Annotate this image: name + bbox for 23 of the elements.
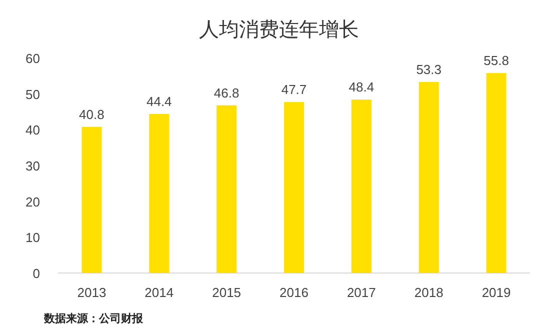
y-tick-label: 30 <box>26 158 40 174</box>
y-tick-label: 60 <box>26 51 40 66</box>
data-label: 53.3 <box>416 62 442 78</box>
source-note: 数据来源：公司财报 <box>43 312 144 325</box>
y-tick-label: 50 <box>26 86 40 102</box>
x-tick-label: 2015 <box>212 285 242 300</box>
x-tick-label: 2013 <box>77 285 106 300</box>
x-tick-label: 2014 <box>144 285 174 300</box>
data-label: 48.4 <box>348 80 374 95</box>
data-label: 55.8 <box>484 53 509 68</box>
x-tick-label: 2016 <box>280 285 308 300</box>
data-label: 40.8 <box>79 106 104 122</box>
y-tick-label: 40 <box>26 122 40 138</box>
y-tick-label: 0 <box>32 266 40 281</box>
y-tick-label: 20 <box>26 194 40 210</box>
y-tick-label: 10 <box>26 230 40 246</box>
x-tick-label: 2019 <box>482 285 511 300</box>
data-label: 46.8 <box>214 85 240 100</box>
x-tick-label: 2017 <box>346 285 376 300</box>
x-tick-label: 2018 <box>414 285 444 300</box>
data-label: 44.4 <box>146 94 172 109</box>
title: 人均消费连年增长 <box>199 19 359 41</box>
data-label: 47.7 <box>281 82 307 98</box>
